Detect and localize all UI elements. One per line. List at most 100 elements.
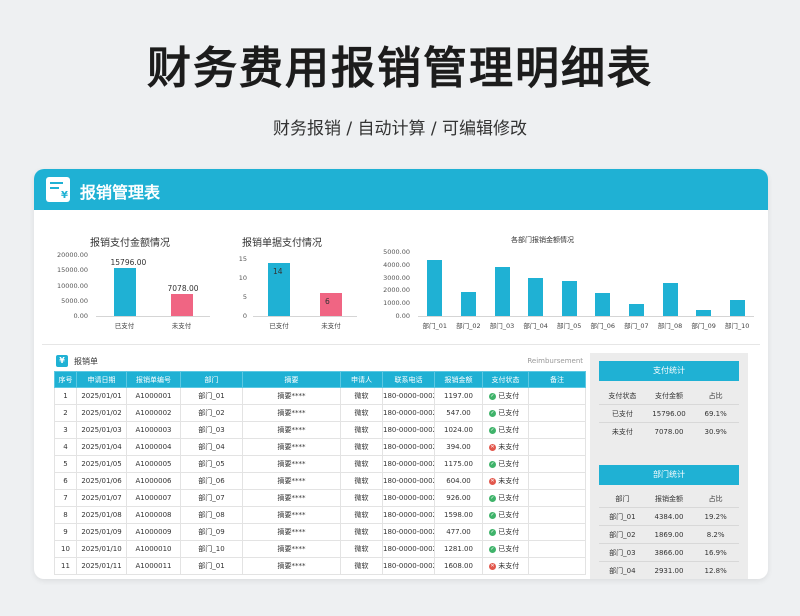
check-circle-icon: ✓ bbox=[489, 494, 496, 502]
section-english-label: Reimbursement bbox=[527, 357, 583, 365]
status-text: 已支付 bbox=[498, 426, 520, 434]
cell-note bbox=[528, 523, 586, 541]
x-circle-icon: ✕ bbox=[489, 562, 496, 570]
column-header: 联系电话 bbox=[382, 371, 435, 388]
x-tick-label: 已支付 bbox=[269, 322, 289, 330]
column-header: 报销金额 bbox=[434, 371, 483, 388]
column-header: 报销单编号 bbox=[126, 371, 181, 388]
cell-note bbox=[528, 421, 586, 439]
chart-title: 各部门报销金额情况 bbox=[511, 236, 574, 244]
cell-phone: 180-0000-0002 bbox=[382, 438, 435, 456]
data-label: 15796.00 bbox=[110, 257, 147, 267]
stats-row: 部门_02 1869.00 8.2% bbox=[599, 525, 739, 544]
cell-note bbox=[528, 540, 586, 558]
x-axis-line bbox=[253, 316, 357, 317]
x-circle-icon: ✕ bbox=[489, 477, 496, 485]
stats-column-header: 占比 bbox=[708, 494, 723, 503]
y-tick-label: 5000.00 bbox=[383, 248, 410, 256]
stats-cell-amount: 15796.00 bbox=[645, 404, 693, 423]
cell-applicant: 微软 bbox=[340, 506, 383, 524]
stats-cell-ratio: 19.2% bbox=[692, 507, 739, 526]
cell-summary: 摘要**** bbox=[242, 438, 341, 456]
stats-row: 部门_03 3866.00 16.9% bbox=[599, 543, 739, 562]
cell-applicant: 微软 bbox=[340, 523, 383, 541]
reimbursement-table: 序号 申请日期 报销单编号 部门 摘要 申请人 联系电话 报销金额 支付状态 备注 1 2025/0… bbox=[54, 371, 586, 575]
stats-row: 部门_01 4384.00 19.2% bbox=[599, 507, 739, 526]
stats-cell-amount: 7078.00 bbox=[645, 422, 693, 440]
chart-bar bbox=[528, 278, 544, 316]
document-yen-icon: ¥ bbox=[46, 177, 70, 202]
stats-cell-amount: 1869.00 bbox=[645, 525, 693, 544]
cell-code: A1000010 bbox=[126, 540, 181, 558]
cell-dept: 部门_02 bbox=[180, 404, 243, 422]
pay-stats-header-row: 支付状态 支付金额 占比 bbox=[599, 387, 739, 405]
stats-column-header: 报销金额 bbox=[654, 494, 683, 503]
cell-phone: 180-0000-0002 bbox=[382, 404, 435, 422]
chart-bar bbox=[561, 280, 577, 316]
stats-cell-ratio: 8.2% bbox=[692, 525, 739, 544]
table-row: 4 2025/01/04 A1000004 部门_04 摘要**** 微软 180-0000… bbox=[54, 438, 586, 456]
cell-summary: 摘要**** bbox=[242, 489, 341, 507]
check-circle-icon: ✓ bbox=[489, 460, 496, 468]
table-row: 2 2025/01/02 A1000002 部门_02 摘要**** 微软 180-0000… bbox=[54, 404, 586, 422]
y-tick-label: 15000.00 bbox=[56, 266, 88, 275]
x-tick-label: 部门_09 bbox=[691, 322, 716, 330]
table-row: 3 2025/01/03 A1000003 部门_03 摘要**** 微软 180-0000… bbox=[54, 421, 586, 439]
chart-bar bbox=[460, 292, 476, 316]
chart-bar bbox=[662, 283, 678, 316]
chart-bar bbox=[595, 293, 611, 316]
x-tick-label: 部门_08 bbox=[657, 322, 683, 330]
stats-cell-amount: 3866.00 bbox=[645, 543, 693, 562]
cell-amount: 1608.00 bbox=[434, 557, 483, 575]
table-row: 5 2025/01/05 A1000005 部门_05 摘要**** 微软 180-0000… bbox=[54, 455, 586, 473]
x-tick-label: 部门_07 bbox=[624, 322, 649, 330]
status-text: 未支付 bbox=[498, 562, 520, 570]
cell-code: A1000008 bbox=[126, 506, 181, 524]
cell-note bbox=[528, 387, 586, 405]
stats-cell-ratio: 30.9% bbox=[692, 422, 739, 440]
cell-summary: 摘要**** bbox=[242, 472, 341, 490]
cell-date: 2025/01/01 bbox=[76, 387, 127, 405]
cell-note bbox=[528, 506, 586, 524]
cell-amount: 1598.00 bbox=[434, 506, 483, 524]
check-circle-icon: ✓ bbox=[489, 511, 496, 519]
cell-amount: 1281.00 bbox=[434, 540, 483, 558]
cell-status: ✓ 已支付 bbox=[482, 455, 529, 473]
chart-bar bbox=[170, 294, 193, 316]
y-tick-label: 2000.00 bbox=[383, 286, 410, 295]
chart-title: 报销单据支付情况 bbox=[242, 238, 322, 249]
cell-applicant: 微软 bbox=[340, 421, 383, 439]
cell-summary: 摘要**** bbox=[242, 557, 341, 575]
management-card: ¥ 报销管理表 报销支付金额情况 20000.00 15000.00 10000.00… bbox=[34, 169, 768, 579]
check-circle-icon: ✓ bbox=[489, 392, 496, 400]
chart-bar bbox=[628, 304, 644, 316]
cell-dept: 部门_05 bbox=[180, 455, 243, 473]
dept-stats-table: 部门 报销金额 占比 部门_01 4384.00 19.2% 部门_02 1869.00 8.… bbox=[599, 490, 739, 579]
cell-note bbox=[528, 557, 586, 575]
cell-code: A1000006 bbox=[126, 472, 181, 490]
y-tick-label: 15 bbox=[238, 255, 247, 263]
cell-status: ✓ 已支付 bbox=[482, 506, 529, 524]
stats-cell-amount: 2931.00 bbox=[645, 561, 693, 579]
cell-code: A1000007 bbox=[126, 489, 181, 507]
cell-status: ✓ 已支付 bbox=[482, 523, 529, 541]
x-tick-label: 部门_02 bbox=[456, 322, 481, 330]
cell-applicant: 微软 bbox=[340, 438, 383, 456]
cell-no: 11 bbox=[54, 557, 77, 575]
cell-amount: 547.00 bbox=[434, 404, 483, 422]
card-title: 报销管理表 bbox=[80, 183, 161, 202]
stats-row: 未支付 7078.00 30.9% bbox=[599, 422, 739, 440]
cell-no: 10 bbox=[54, 540, 77, 558]
cell-phone: 180-0000-0002 bbox=[382, 540, 435, 558]
status-text: 未支付 bbox=[498, 477, 520, 485]
cell-date: 2025/01/02 bbox=[76, 404, 127, 422]
stats-cell-label: 部门_02 bbox=[599, 525, 646, 544]
dept-stats-header-row: 部门 报销金额 占比 bbox=[599, 490, 739, 508]
cell-status: ✕ 未支付 bbox=[482, 438, 529, 456]
status-text: 已支付 bbox=[498, 494, 520, 502]
stats-column-header: 支付状态 bbox=[608, 391, 637, 400]
cell-status: ✓ 已支付 bbox=[482, 421, 529, 439]
cell-summary: 摘要**** bbox=[242, 540, 341, 558]
cell-dept: 部门_01 bbox=[180, 557, 243, 575]
cell-dept: 部门_07 bbox=[180, 489, 243, 507]
